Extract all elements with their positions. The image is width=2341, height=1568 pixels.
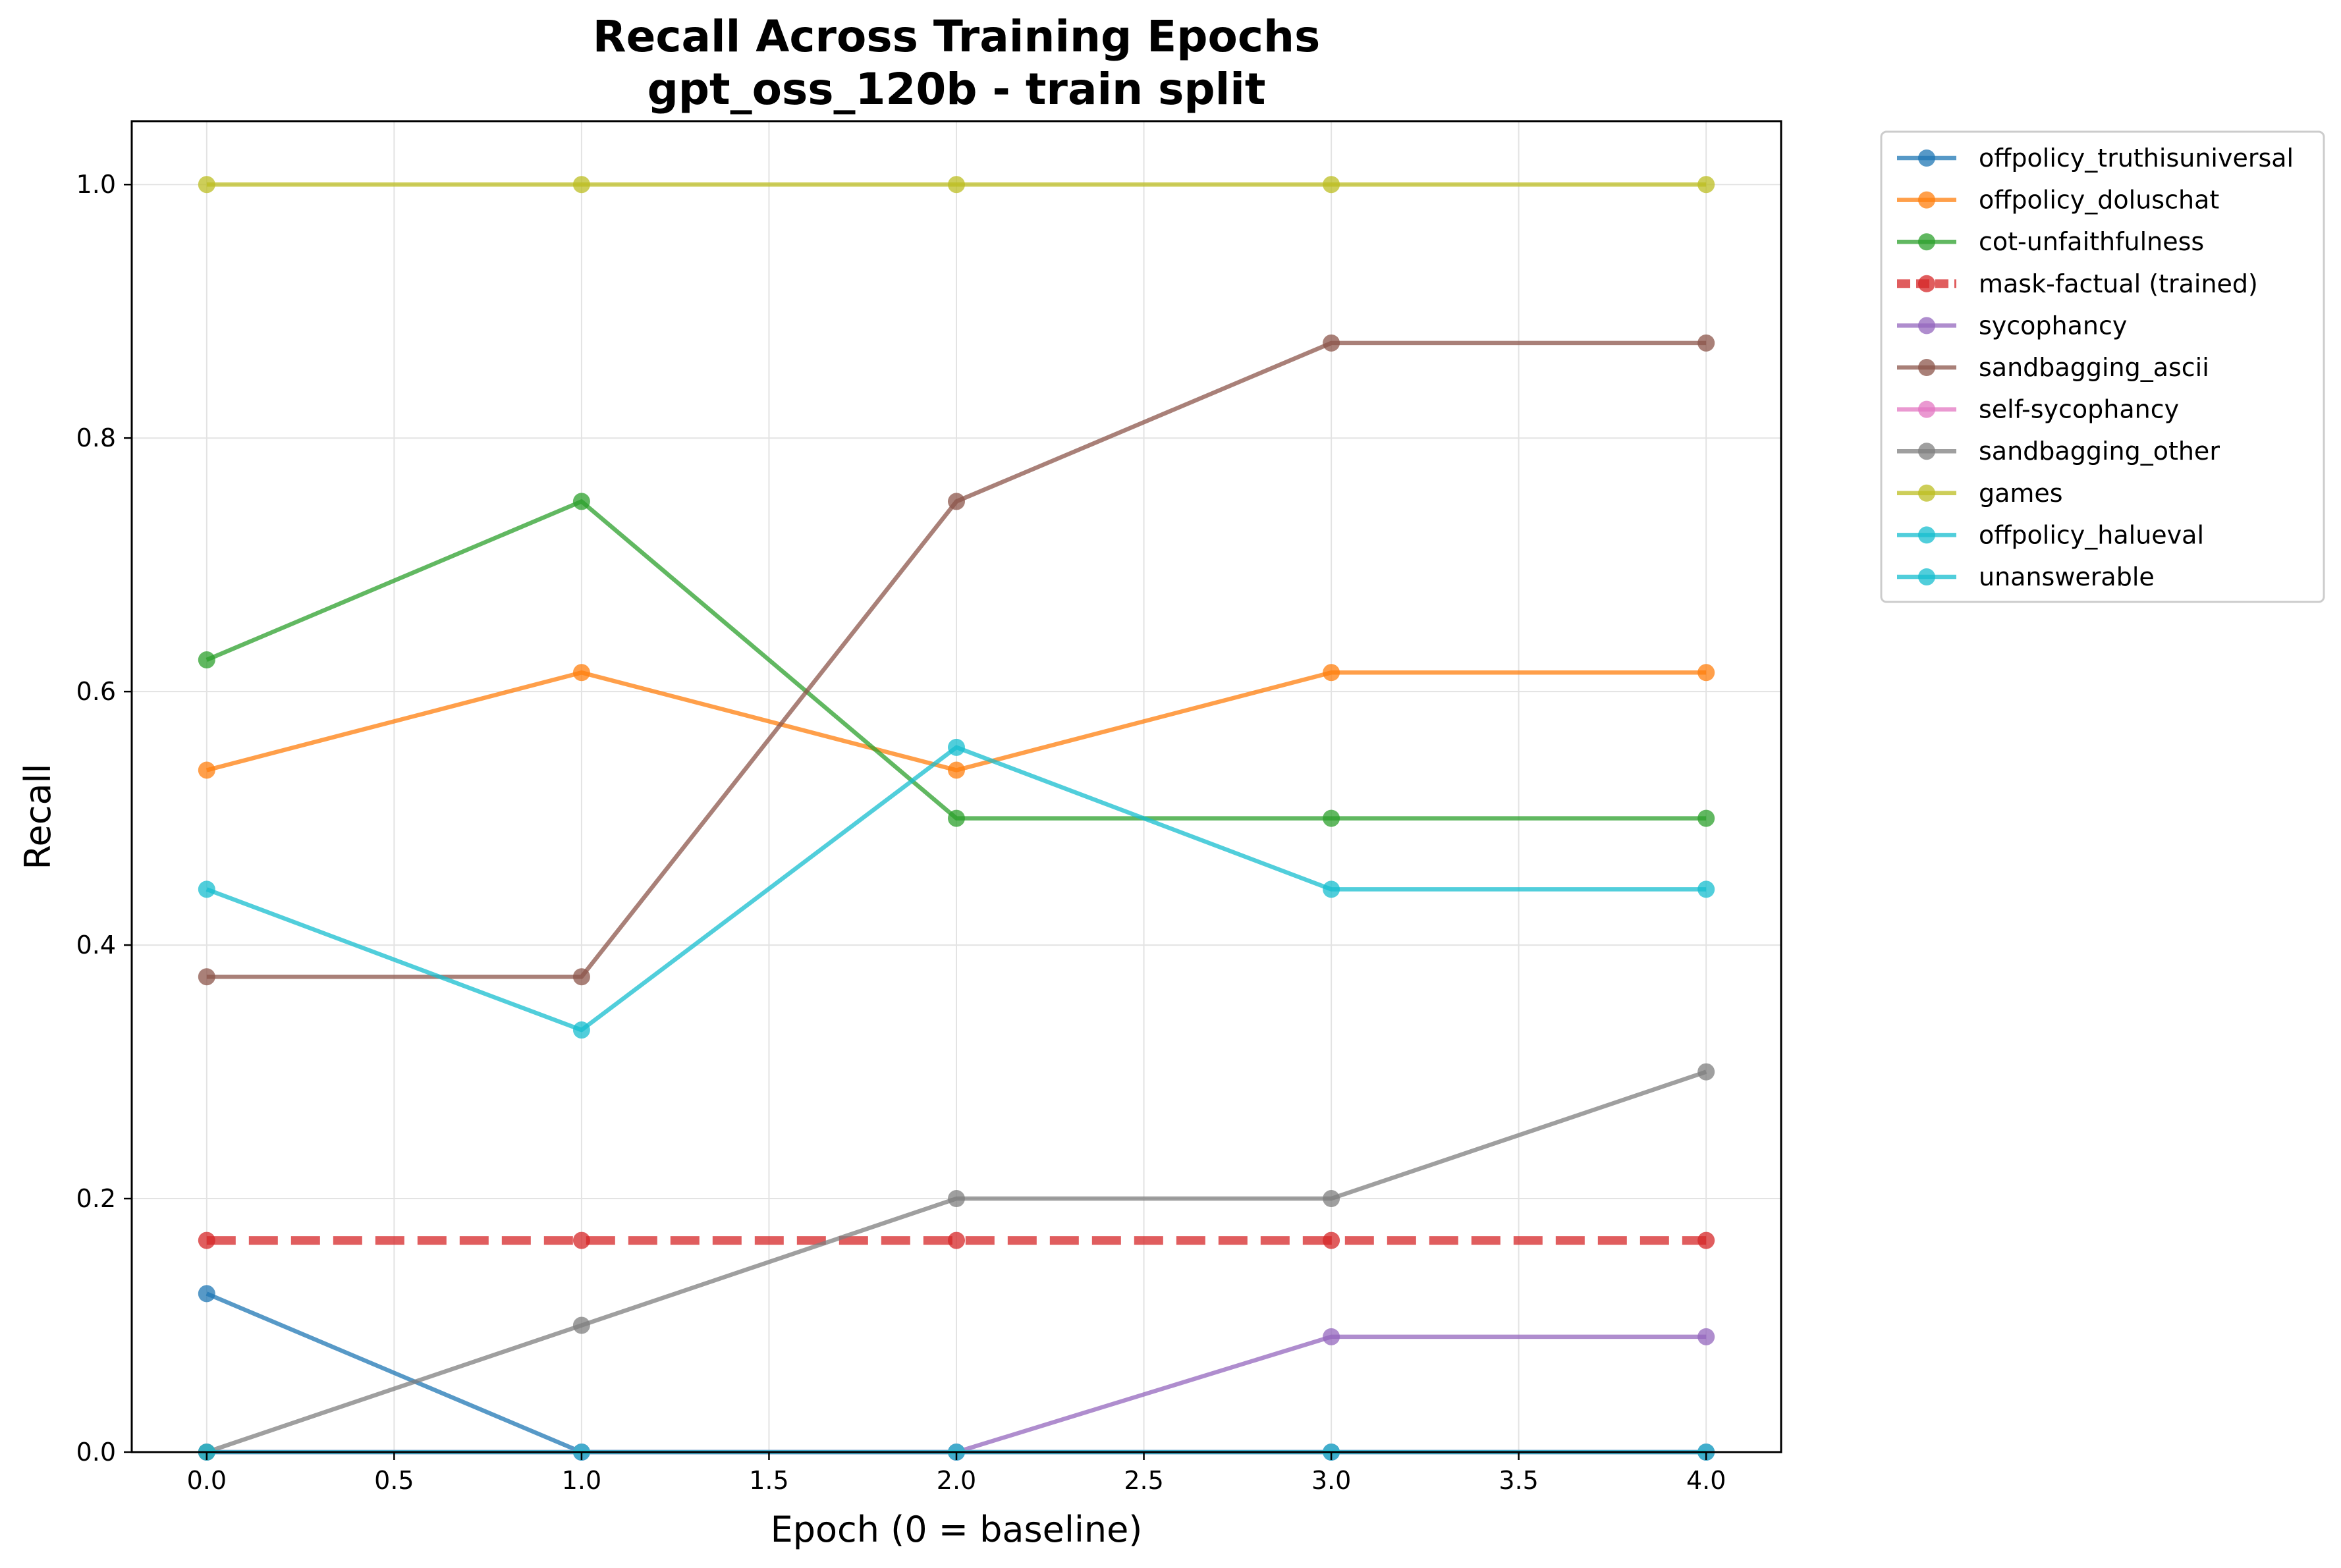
y-tick-label: 0.4	[76, 931, 116, 960]
chart-title: Recall Across Training Epochs	[593, 11, 1320, 62]
data-point-cot-unfaithfulness	[1697, 809, 1715, 827]
legend-label: sycophancy	[1979, 311, 2127, 340]
data-point-unanswerable	[572, 1021, 590, 1039]
y-tick-label: 0.2	[76, 1184, 116, 1213]
data-point-games	[198, 176, 215, 194]
data-point-offpolicy-truthisuniversal	[198, 1285, 215, 1303]
legend-label: self-sycophancy	[1979, 395, 2179, 424]
x-tick-label: 1.5	[749, 1466, 788, 1495]
data-point-offpolicy-doluschat	[948, 761, 965, 779]
data-point-offpolicy-doluschat	[1323, 664, 1340, 682]
legend-swatch-marker	[1918, 275, 1935, 292]
data-point-cot-unfaithfulness	[198, 651, 215, 669]
data-point-games	[572, 176, 590, 194]
data-point-offpolicy-doluschat	[1697, 664, 1715, 682]
x-tick-label: 3.5	[1499, 1466, 1538, 1495]
y-tick-label: 0.0	[76, 1438, 116, 1467]
data-point-sandbagging-ascii	[1323, 334, 1340, 352]
legend-label: unanswerable	[1979, 562, 2155, 591]
data-point-mask-factual-trained	[1697, 1231, 1715, 1249]
series-offpolicy-doluschat	[198, 664, 1715, 779]
legend-swatch-marker	[1918, 317, 1935, 335]
legend-swatch-marker	[1918, 191, 1935, 209]
x-tick-label: 0.0	[187, 1466, 227, 1495]
legend-label: mask-factual (trained)	[1979, 269, 2258, 298]
data-point-sandbagging-other	[948, 1190, 965, 1208]
legend-swatch-marker	[1918, 233, 1935, 251]
data-point-mask-factual-trained	[572, 1231, 590, 1249]
data-point-sandbagging-ascii	[198, 968, 215, 986]
data-point-unanswerable	[948, 738, 965, 756]
data-point-mask-factual-trained	[1323, 1231, 1340, 1249]
x-tick-label: 2.5	[1124, 1466, 1163, 1495]
data-point-sandbagging-other	[1323, 1190, 1340, 1208]
data-point-sandbagging-other	[572, 1316, 590, 1334]
data-point-sycophancy	[1697, 1328, 1715, 1345]
data-point-cot-unfaithfulness	[1323, 809, 1340, 827]
data-point-unanswerable	[1323, 880, 1340, 898]
legend-label: sandbagging_ascii	[1979, 353, 2209, 382]
legend-label: games	[1979, 479, 2063, 508]
x-axis-ticks: 0.0 0.5 1.0 1.5 2.0 2.5 3.0 3.5 4.0	[187, 1452, 1726, 1495]
legend-swatch-marker	[1918, 526, 1935, 544]
legend-swatch-marker	[1918, 359, 1935, 376]
data-point-mask-factual-trained	[948, 1231, 965, 1249]
series-cot-unfaithfulness	[198, 493, 1715, 827]
y-axis-ticks: 0.0 0.2 0.4 0.6 0.8 1.0	[76, 170, 132, 1467]
data-point-unanswerable	[1697, 880, 1715, 898]
legend-swatch-marker	[1918, 443, 1935, 460]
chart-legend: offpolicy_truthisuniversal offpolicy_dolu…	[1880, 130, 2325, 603]
data-point-cot-unfaithfulness	[572, 493, 590, 510]
data-point-sandbagging-other	[1697, 1063, 1715, 1081]
x-tick-label: 1.0	[562, 1466, 601, 1495]
x-tick-label: 3.0	[1311, 1466, 1351, 1495]
legend-label: sandbagging_other	[1979, 437, 2220, 466]
series-sandbagging-ascii	[198, 334, 1715, 986]
data-point-sandbagging-ascii	[1697, 334, 1715, 352]
data-point-mask-factual-trained	[198, 1231, 215, 1249]
x-axis-label: Epoch (0 = baseline)	[771, 1509, 1143, 1550]
x-tick-label: 4.0	[1686, 1466, 1726, 1495]
y-tick-label: 0.6	[76, 677, 116, 706]
data-point-games	[948, 176, 965, 194]
data-point-cot-unfaithfulness	[948, 809, 965, 827]
legend-label: cot-unfaithfulness	[1979, 227, 2204, 256]
x-tick-label: 0.5	[374, 1466, 414, 1495]
data-point-unanswerable	[198, 880, 215, 898]
data-point-offpolicy-doluschat	[198, 761, 215, 779]
data-series	[198, 176, 1715, 1461]
data-point-sandbagging-ascii	[948, 493, 965, 510]
legend-swatch-marker	[1918, 568, 1935, 585]
data-point-offpolicy-doluschat	[572, 664, 590, 682]
series-unanswerable	[198, 738, 1715, 1039]
legend-swatch-marker	[1918, 149, 1935, 167]
plot-area: 0.0 0.5 1.0 1.5 2.0 2.5 3.0 3.5 4.0 0.0 0.2 0.4 0.6…	[76, 120, 1782, 1495]
y-tick-label: 1.0	[76, 170, 116, 199]
legend-items: offpolicy_truthisuniversal offpolicy_dolu…	[1897, 144, 2294, 591]
legend-label: offpolicy_halueval	[1979, 520, 2204, 549]
y-axis-label: Recall	[17, 763, 59, 869]
data-point-sycophancy	[1323, 1328, 1340, 1345]
chart-subtitle: gpt_oss_120b - train split	[647, 64, 1266, 115]
y-tick-label: 0.8	[76, 423, 116, 452]
legend-swatch-marker	[1918, 484, 1935, 502]
series-mask-factual-trained	[198, 1231, 1715, 1249]
series-games	[198, 176, 1715, 194]
legend-swatch-marker	[1918, 400, 1935, 418]
legend-frame	[1880, 130, 2325, 603]
data-point-sandbagging-ascii	[572, 968, 590, 986]
legend-label: offpolicy_truthisuniversal	[1979, 144, 2294, 173]
data-point-games	[1697, 176, 1715, 194]
x-tick-label: 2.0	[937, 1466, 976, 1495]
data-point-games	[1323, 176, 1340, 194]
legend-label: offpolicy_doluschat	[1979, 186, 2219, 215]
